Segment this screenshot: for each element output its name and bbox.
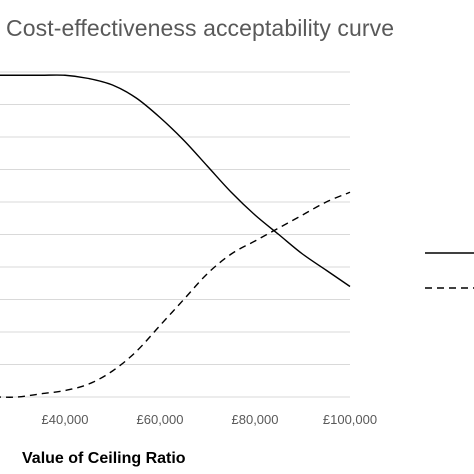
x-tick-label: £60,000	[137, 412, 184, 427]
x-tick-label: £80,000	[232, 412, 279, 427]
x-tick-label: £40,000	[42, 412, 89, 427]
chart-title: Cost-effectiveness acceptability curve	[6, 15, 395, 41]
series-line-dashed	[0, 191, 351, 398]
x-tick-labels: £20,000£40,000£60,000£80,000£100,000	[42, 412, 378, 427]
series-layer	[0, 74, 351, 398]
series-line-solid	[0, 74, 351, 288]
gridlines	[0, 71, 350, 398]
legend	[425, 252, 474, 289]
x-axis-title: Value of Ceiling Ratio	[22, 450, 186, 467]
x-tick-label: £100,000	[323, 412, 377, 427]
